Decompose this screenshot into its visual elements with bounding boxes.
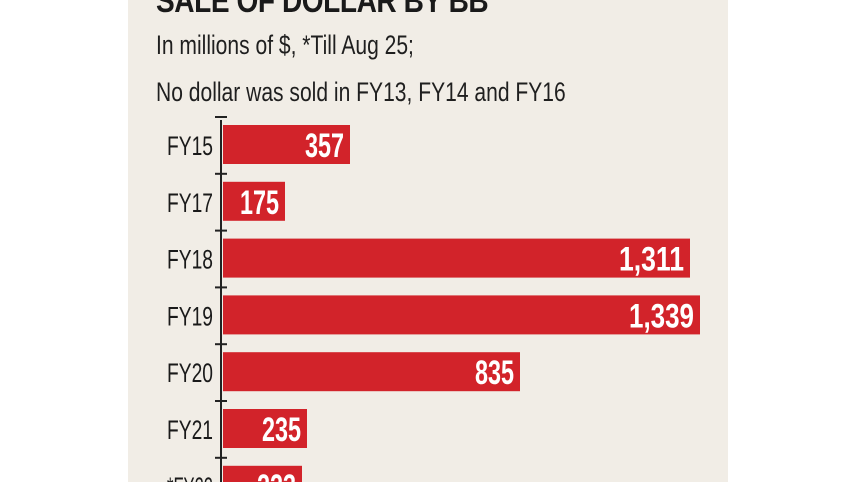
category-label: FY15 — [167, 131, 213, 161]
value-label: 1,339 — [629, 297, 694, 335]
category-label: FY17 — [167, 188, 213, 218]
category-label: FY18 — [167, 245, 213, 275]
category-label: FY20 — [167, 358, 213, 388]
bar-fy17 — [223, 181, 285, 221]
chart-title: SALE OF DOLLAR BY BB — [156, 0, 489, 19]
value-label: 835 — [475, 354, 514, 392]
value-label: 235 — [262, 411, 301, 449]
bar-fy18 — [223, 238, 690, 278]
category-label: FY19 — [167, 301, 213, 331]
value-label: 223 — [257, 468, 296, 482]
bar-fy19 — [223, 295, 700, 335]
value-label: 1,311 — [619, 241, 684, 279]
category-label: FY21 — [167, 415, 213, 445]
bar-fy22 — [223, 465, 302, 482]
bar-fy15 — [223, 125, 350, 164]
bar-chart: FY15 357 FY17 175 FY18 1,311 FY19 1,339 FY20 835 F… — [167, 116, 700, 482]
chart-subtitle-line-1: In millions of $, *Till Aug 25; — [156, 30, 414, 60]
chart-panel: SALE OF DOLLAR BY BB In millions of $, *… — [128, 0, 728, 482]
bar-fy20 — [223, 352, 520, 392]
category-label: *FY22 — [167, 472, 213, 482]
bar-fy21 — [223, 409, 307, 448]
value-label: 175 — [240, 184, 279, 222]
chart-subtitle-line-2: No dollar was sold in FY13, FY14 and FY1… — [156, 77, 566, 107]
value-label: 357 — [305, 127, 344, 165]
